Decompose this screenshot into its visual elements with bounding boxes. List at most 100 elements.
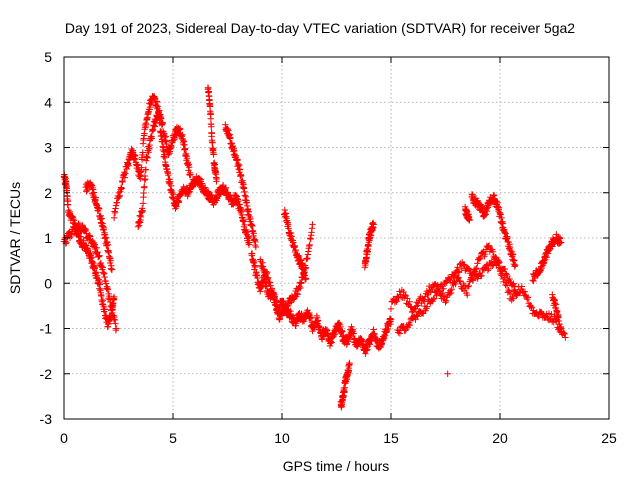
x-tick-label: 10 [274,430,290,446]
data-point [281,206,289,214]
data-point [306,241,313,249]
data-point [465,282,473,290]
y-tick-label: -2 [40,366,53,382]
data-point [197,176,205,183]
data-point [402,327,409,334]
data-point [442,299,449,306]
y-tick-label: -3 [40,411,53,427]
data-point [346,361,353,368]
data-point [324,331,332,339]
data-point [407,303,414,310]
data-point [364,346,371,353]
data-point [387,305,395,313]
data-point [222,184,230,191]
data-point [497,211,504,218]
data-point [455,269,463,276]
data-point [527,303,535,310]
data-point [413,312,421,319]
x-axis-ticks: 0 5 10 15 20 25 [60,57,617,446]
data-point [511,283,518,290]
data-point [474,260,481,267]
data-point [165,151,172,158]
data-point [510,295,517,302]
data-point [136,218,143,225]
data-point [450,279,458,286]
data-point [95,205,103,213]
data-point [386,315,394,322]
y-axis-label: SDTVAR / TECUs [7,182,23,294]
data-point [443,297,450,304]
data-point [271,295,278,303]
y-tick-label: 5 [44,49,52,65]
data-point [125,162,132,169]
data-point [291,242,298,250]
data-point [495,258,502,265]
data-point [121,168,128,176]
data-point [102,234,110,242]
chart-title: Day 191 of 2023, Sidereal Day-to-day VTE… [65,20,575,36]
data-point [204,188,212,195]
data-point [518,283,525,290]
data-point [144,154,151,162]
data-point [295,252,303,260]
data-point [236,166,244,173]
data-point [247,215,254,223]
data-point [208,123,215,130]
data-point [460,261,467,268]
data-point [562,334,569,341]
data-point [459,262,467,269]
x-tick-label: 15 [383,430,399,446]
y-tick-label: 4 [44,94,52,110]
data-point [235,197,242,205]
data-point [414,313,421,320]
data-point [455,274,462,282]
data-point [512,290,520,297]
data-point [104,241,112,248]
data-point [113,325,120,332]
y-tick-label: 1 [44,230,52,246]
x-tick-label: 20 [492,430,508,446]
data-point [210,151,217,158]
y-axis-ticks: -3 -2 -1 0 1 2 3 4 5 [40,49,609,427]
data-point [168,143,175,151]
data-point [465,266,473,273]
data-point [96,252,103,259]
data-point [209,139,216,146]
data-point [165,171,172,179]
data-point [350,330,357,337]
data-point [252,243,260,251]
data-point [503,271,510,278]
data-point [433,292,440,299]
data-point [250,230,257,237]
data-point [501,229,509,236]
data-point [544,250,552,257]
data-point [541,259,548,267]
data-point [75,220,82,227]
data-point [238,172,245,180]
data-point [139,200,147,207]
data-point [159,119,166,126]
data-point [64,201,72,208]
data-point [444,370,451,377]
data-point [240,218,247,225]
data-point [97,212,104,219]
data-point [101,306,108,313]
data-point [281,307,289,315]
data-point [452,280,459,288]
data-point [423,305,430,312]
data-point [298,257,305,264]
data-point [395,327,403,334]
data-point [557,239,565,246]
data-point [521,288,529,295]
y-tick-label: 3 [44,140,52,156]
data-point [466,216,473,224]
x-tick-label: 0 [60,430,68,446]
data-point [241,221,248,229]
data-point [508,296,515,304]
data-point [490,191,498,199]
data-point [214,195,221,202]
data-point [92,194,99,201]
data-point [447,276,454,284]
data-point [490,192,497,200]
